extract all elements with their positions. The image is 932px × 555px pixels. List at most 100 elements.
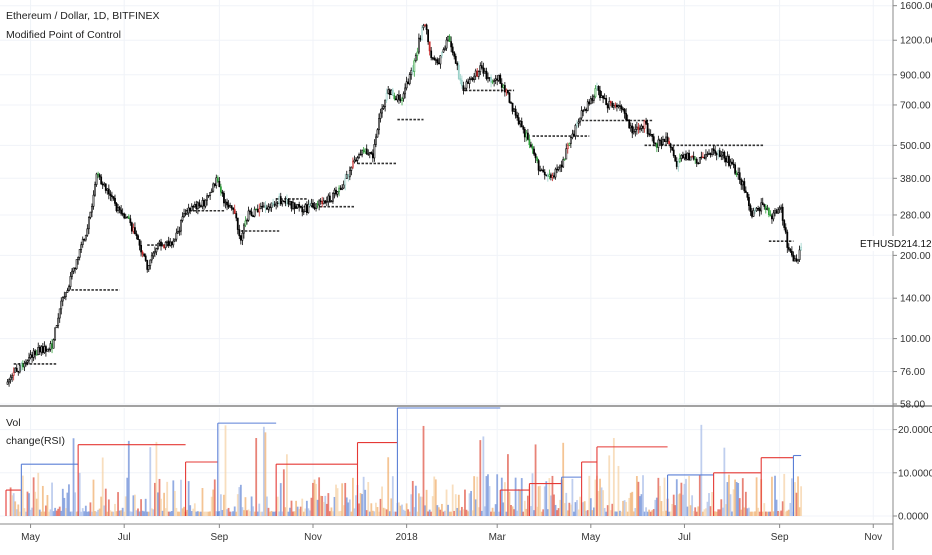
volume-bar xyxy=(114,503,116,516)
volume-bar xyxy=(37,472,40,516)
volume-bar xyxy=(738,498,741,516)
last-price-tag: ETHUSD 214.12 xyxy=(858,236,932,251)
volume-bar xyxy=(609,510,612,516)
volume-bar xyxy=(700,424,703,516)
volume-bar xyxy=(68,484,70,516)
volume-bar xyxy=(574,502,577,516)
volume-bar xyxy=(649,511,652,516)
volume-bar xyxy=(473,476,476,516)
candle-body xyxy=(312,202,314,208)
volume-bar xyxy=(48,511,50,516)
candle-body xyxy=(510,102,512,104)
candle-body xyxy=(368,152,371,155)
volume-bar xyxy=(367,482,370,516)
candle-body xyxy=(201,200,204,207)
volume-bar xyxy=(358,503,360,516)
volume-bar xyxy=(537,486,540,516)
candle-body xyxy=(316,203,319,206)
volume-bar xyxy=(212,489,215,516)
volume-bar xyxy=(771,476,773,516)
volume-bar xyxy=(637,481,640,516)
candle-body xyxy=(129,218,132,224)
candle-body xyxy=(55,325,58,329)
candle-body xyxy=(611,102,614,108)
volume-bar xyxy=(381,486,383,516)
candle-body xyxy=(666,136,669,142)
volume-bar xyxy=(353,508,356,516)
volume-bar xyxy=(493,511,496,516)
candle-body xyxy=(29,354,32,358)
volume-bar xyxy=(616,511,618,516)
candle-body xyxy=(583,109,586,112)
candle-body xyxy=(66,290,69,293)
volume-bar xyxy=(479,440,482,516)
volume-bar xyxy=(418,493,420,516)
candle-body xyxy=(539,169,542,172)
volume-bar xyxy=(338,511,340,516)
time-axis[interactable]: May Jul Sep Nov 2018 Mar May Jul Sep Nov xyxy=(21,524,882,543)
volume-bar xyxy=(476,476,479,516)
volume-bar xyxy=(201,488,204,516)
lower-axis[interactable]: 20.0000 10.0000 0.0000 xyxy=(893,425,932,523)
volume-bar xyxy=(413,507,416,516)
candle-body xyxy=(155,248,158,253)
volume-bar xyxy=(144,498,147,516)
candle-body xyxy=(490,77,492,83)
candle-body xyxy=(362,150,365,153)
candle-body xyxy=(252,215,255,218)
candle-body xyxy=(273,204,276,206)
volume-bar xyxy=(195,511,198,516)
volume-bar xyxy=(405,503,408,516)
candle-body xyxy=(315,203,317,209)
volume-bar xyxy=(223,494,225,516)
candle-body xyxy=(748,197,750,206)
candle-body xyxy=(355,159,357,162)
volume-bar xyxy=(539,485,542,516)
volume-bar xyxy=(496,474,499,516)
candle-body xyxy=(126,216,129,218)
price-tick-label-8: 140.00 xyxy=(900,294,931,305)
candle-body xyxy=(694,158,697,161)
volume-bar xyxy=(569,504,572,516)
candle-body xyxy=(499,74,502,84)
candle-body xyxy=(709,152,712,155)
volume-bar xyxy=(161,510,164,516)
volume-bar xyxy=(206,511,208,516)
volume-bar xyxy=(523,500,526,516)
volume-bar xyxy=(361,494,364,516)
candle-body xyxy=(210,190,213,193)
volume-bar xyxy=(186,509,189,516)
candle-body xyxy=(143,253,146,257)
candle-body xyxy=(189,207,192,211)
volume-bar xyxy=(462,509,465,516)
candle-body xyxy=(157,242,159,249)
candle-body xyxy=(565,148,568,160)
volume-bar xyxy=(41,485,44,516)
candle-body xyxy=(146,260,149,270)
candle-body xyxy=(278,196,281,204)
candle-body xyxy=(25,362,27,364)
candle-body xyxy=(187,207,190,214)
candle-body xyxy=(130,222,133,232)
price-tick-label-1: 1200.00 xyxy=(900,36,932,47)
price-axis[interactable]: 1600.00 1200.00 900.00 700.00 500.00 380.00 28… xyxy=(893,1,932,411)
candle-body xyxy=(737,172,740,175)
candle-body xyxy=(642,125,644,129)
volume-bar xyxy=(264,432,267,516)
volume-bar xyxy=(28,493,30,516)
candle-body xyxy=(718,150,721,157)
candle-body xyxy=(672,149,675,156)
volume-bar xyxy=(404,510,406,516)
volume-bar xyxy=(787,509,790,516)
volume-bar xyxy=(772,511,775,516)
price-tick-label-2: 900.00 xyxy=(900,70,931,81)
candle-body xyxy=(655,143,658,148)
candle-body xyxy=(132,227,135,232)
volume-bar xyxy=(471,510,474,516)
volume-bar xyxy=(758,511,761,516)
candle-body xyxy=(648,133,651,136)
candle-body xyxy=(396,94,399,101)
candle-body xyxy=(701,156,704,159)
candle-body xyxy=(310,202,313,207)
